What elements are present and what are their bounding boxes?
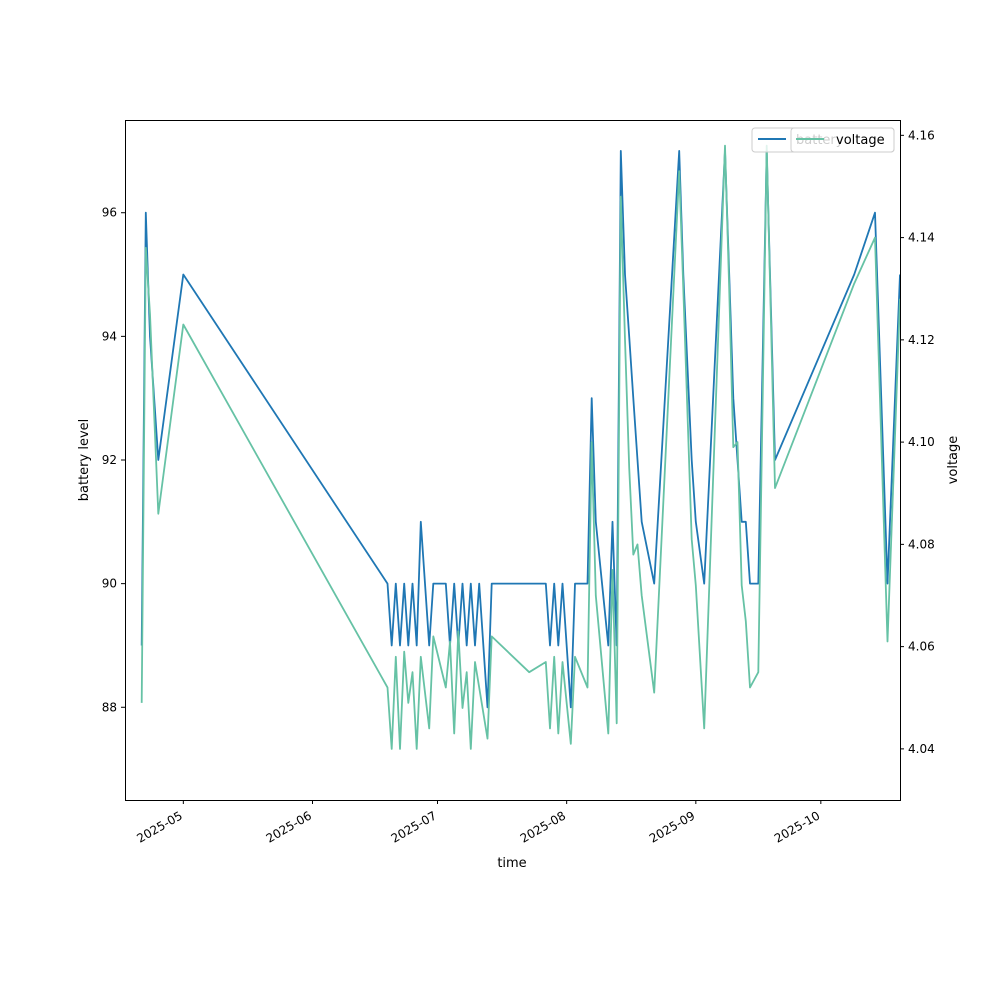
plot-marks <box>140 144 901 750</box>
y-right-tick-label: 4.08 <box>908 537 935 551</box>
y-axis-right-label: voltage <box>946 436 961 485</box>
y-right-tick-label: 4.10 <box>908 435 935 449</box>
axis-ticks: 2025-05 2025-06 2025-07 2025-08 2025-09 2025-… <box>102 128 935 845</box>
series-line-battery <box>140 150 901 709</box>
x-tick-label: 2025-08 <box>518 808 568 845</box>
y-right-tick-label: 4.12 <box>908 333 935 347</box>
legend-frame <box>790 127 895 153</box>
y-left-tick-label: 94 <box>102 329 117 343</box>
y-left-tick-label: 96 <box>102 206 117 220</box>
x-tick-label: 2025-10 <box>772 808 822 845</box>
legend-label-voltage: voltage <box>836 133 885 148</box>
y-axis-left-label: battery level <box>77 419 92 502</box>
legend-voltage: voltage <box>790 127 895 153</box>
series-line-voltage <box>140 144 901 750</box>
y-left-tick-label: 88 <box>102 700 117 714</box>
plot-frame <box>125 120 901 801</box>
x-tick-label: 2025-07 <box>389 808 439 845</box>
x-axis-label: time <box>497 856 526 871</box>
y-right-tick-label: 4.16 <box>908 128 935 142</box>
y-right-tick-label: 4.06 <box>908 640 935 654</box>
x-tick-label: 2025-09 <box>647 808 697 845</box>
x-tick-label: 2025-06 <box>264 808 314 845</box>
y-right-tick-label: 4.04 <box>908 742 935 756</box>
legends: batteryvoltage <box>751 127 895 153</box>
y-left-tick-label: 90 <box>102 577 117 591</box>
y-left-tick-label: 92 <box>102 453 117 467</box>
y-right-tick-label: 4.14 <box>908 231 935 245</box>
x-tick-label: 2025-05 <box>134 808 184 845</box>
